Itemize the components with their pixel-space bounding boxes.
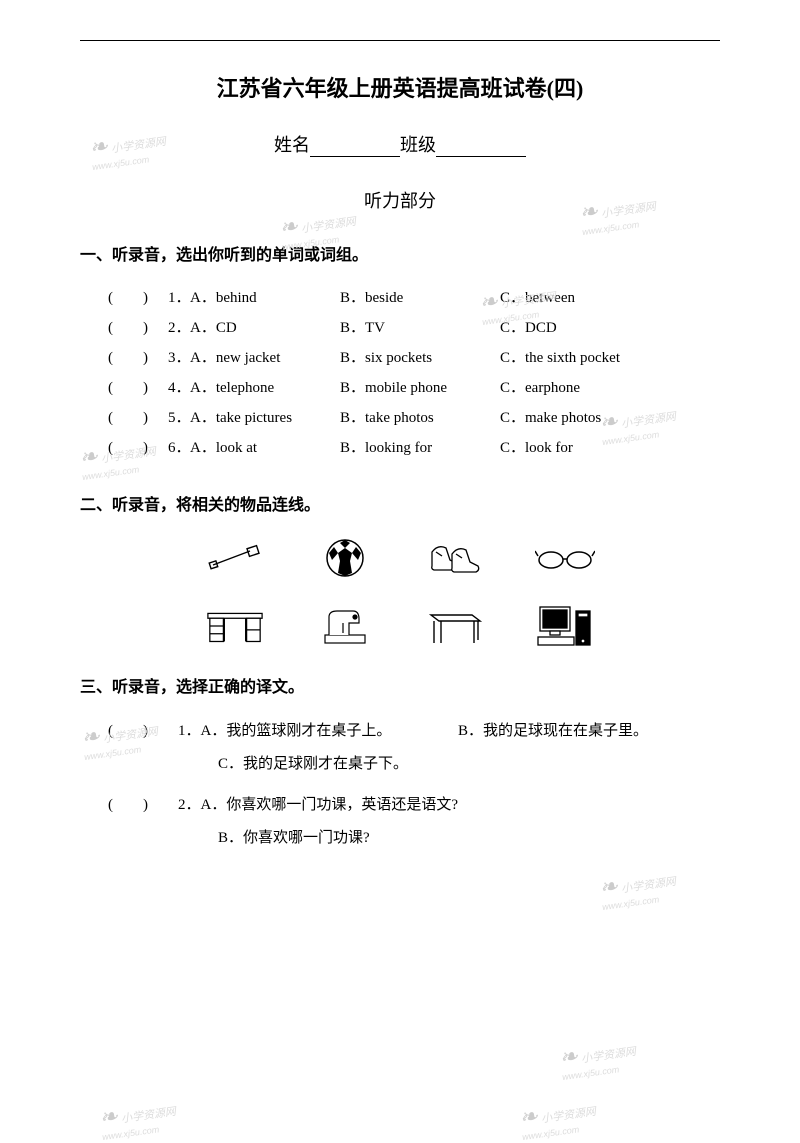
watermark: ❧ 小学资源网www.xj5u.com — [518, 1095, 599, 1143]
class-label: 班级 — [400, 135, 436, 155]
question-row: ( )4．A．telephoneB．mobile phoneC．earphone — [108, 373, 720, 403]
sewing-machine-icon — [315, 601, 375, 651]
option-c: C．look for — [500, 433, 670, 463]
telescope-icon — [205, 533, 265, 583]
option-c: C．make photos — [500, 403, 670, 433]
name-label: 姓名 — [274, 135, 310, 155]
option-b: B．take photos — [340, 403, 500, 433]
question-number: 3． — [168, 343, 190, 373]
option-b: B．looking for — [340, 433, 500, 463]
matching-row-top — [80, 533, 720, 583]
horizontal-rule — [80, 40, 720, 41]
option-a: A．CD — [190, 313, 340, 343]
answer-blank[interactable]: ( ) — [108, 433, 168, 463]
question-row: ( )5．A．take picturesB．take photosC．make … — [108, 403, 720, 433]
option-a: A．look at — [190, 433, 340, 463]
section3-q2: ( ) 2．A．你喜欢哪一门功课，英语还是语文? B．你喜欢哪一门功课? — [80, 789, 720, 855]
option-c: C．between — [500, 283, 670, 313]
answer-blank[interactable]: ( ) — [108, 283, 168, 313]
football-icon — [315, 533, 375, 583]
class-blank[interactable] — [436, 139, 526, 157]
matching-row-bottom — [80, 601, 720, 651]
question-row: ( )3．A．new jacketB．six pocketsC．the sixt… — [108, 343, 720, 373]
shoes-icon — [425, 533, 485, 583]
option-c: C．DCD — [500, 313, 670, 343]
option-c: C．the sixth pocket — [500, 343, 670, 373]
section1-questions: ( )1．A．behindB．besideC．between( )2．A．CDB… — [80, 283, 720, 463]
option-a: A．new jacket — [190, 343, 340, 373]
option-b: B．mobile phone — [340, 373, 500, 403]
option-b: B．TV — [340, 313, 500, 343]
question-number: 2． — [168, 313, 190, 343]
glasses-icon — [535, 533, 595, 583]
question-row: ( )1．A．behindB．besideC．between — [108, 283, 720, 313]
watermark: ❧ 小学资源网www.xj5u.com — [98, 1095, 179, 1143]
answer-blank[interactable]: ( ) — [108, 403, 168, 433]
question-number: 5． — [168, 403, 190, 433]
option-b: B．beside — [340, 283, 500, 313]
section1-heading: 一、听录音，选出你听到的单词或词组。 — [80, 241, 720, 265]
table-icon — [425, 601, 485, 651]
listening-subtitle: 听力部分 — [80, 187, 720, 213]
name-blank[interactable] — [310, 139, 400, 157]
section3-q1: ( ) 1．A．我的篮球刚才在桌子上。 B．我的足球现在在桌子里。 C．我的足球… — [80, 715, 720, 781]
watermark: ❧ 小学资源网www.xj5u.com — [598, 865, 679, 913]
desk-icon — [205, 601, 265, 651]
answer-blank[interactable]: ( ) — [108, 343, 168, 373]
question-row: ( )6．A．look atB．looking forC．look for — [108, 433, 720, 463]
answer-blank[interactable]: ( ) — [108, 789, 178, 822]
option-a: A．behind — [190, 283, 340, 313]
option-a: A．telephone — [190, 373, 340, 403]
answer-blank[interactable]: ( ) — [108, 373, 168, 403]
option-b: B．six pockets — [340, 343, 500, 373]
section2-heading: 二、听录音，将相关的物品连线。 — [80, 491, 720, 515]
answer-blank[interactable]: ( ) — [108, 313, 168, 343]
question-row: ( )2．A．CDB．TVC．DCD — [108, 313, 720, 343]
option-a: A．take pictures — [190, 403, 340, 433]
exam-title: 江苏省六年级上册英语提高班试卷(四) — [80, 71, 720, 103]
option-c: C．earphone — [500, 373, 670, 403]
computer-icon — [535, 601, 595, 651]
student-info-line: 姓名 班级 — [80, 131, 720, 157]
watermark: ❧ 小学资源网www.xj5u.com — [558, 1035, 639, 1083]
question-number: 1． — [168, 283, 190, 313]
question-number: 4． — [168, 373, 190, 403]
answer-blank[interactable]: ( ) — [108, 715, 178, 748]
question-number: 6． — [168, 433, 190, 463]
section3-heading: 三、听录音，选择正确的译文。 — [80, 673, 720, 697]
